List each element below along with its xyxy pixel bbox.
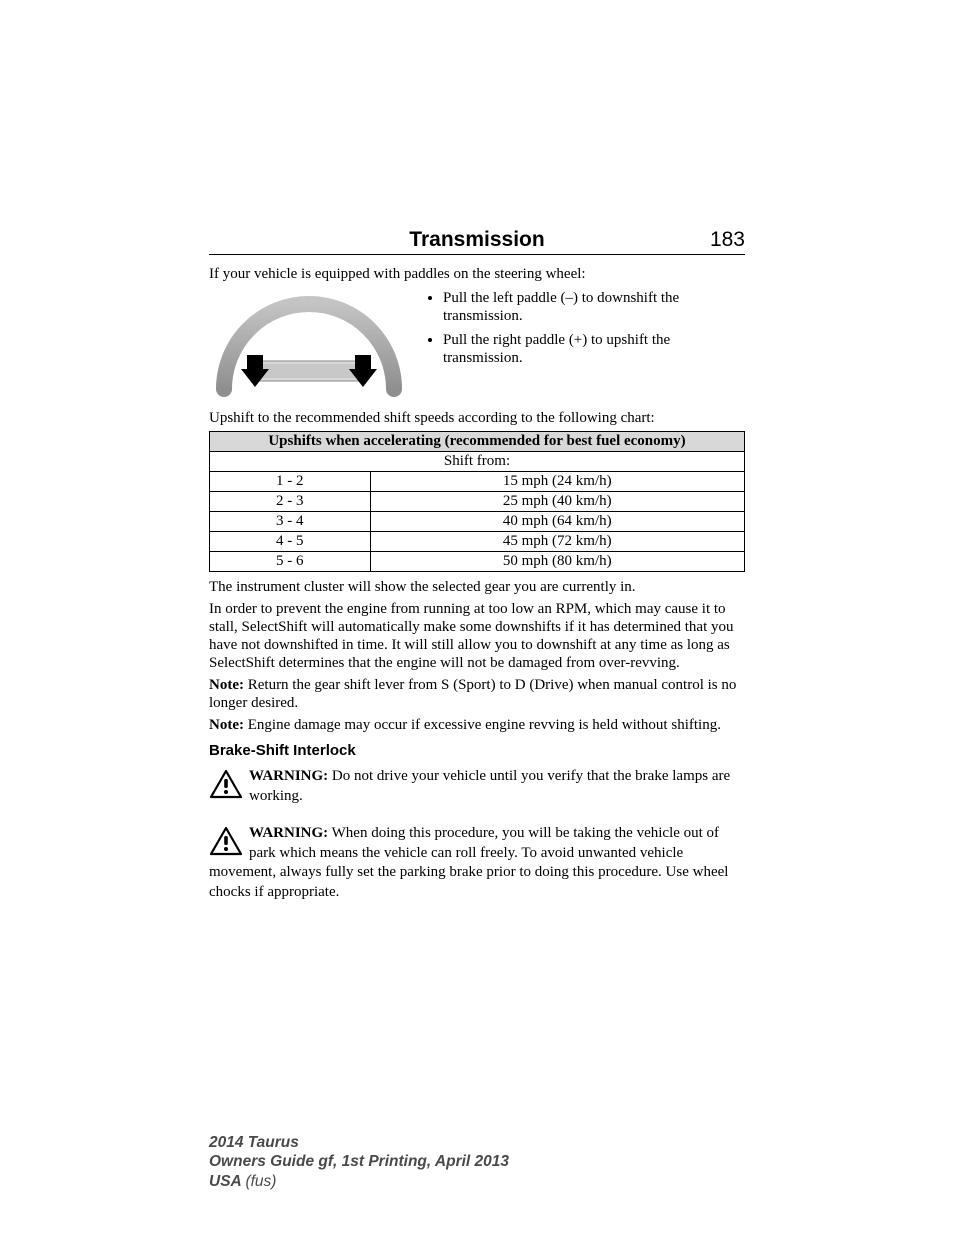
speed-cell: 40 mph (64 km/h) [370,512,745,532]
table-row: 3 - 4 40 mph (64 km/h) [210,512,745,532]
note-2: Note: Engine damage may occur if excessi… [209,716,745,734]
warning-triangle-icon [209,769,243,799]
bullet-downshift: Pull the left paddle (–) to downshift th… [443,289,745,325]
page-header: Transmission 183 [209,228,745,255]
upshift-table: Upshifts when accelerating (recommended … [209,431,745,572]
warning-label: WARNING: [249,825,328,841]
note-label: Note: [209,717,244,733]
speed-cell: 45 mph (72 km/h) [370,532,745,552]
manual-page: Transmission 183 If your vehicle is equi… [0,0,954,1235]
brake-shift-heading: Brake-Shift Interlock [209,742,745,759]
intro-text: If your vehicle is equipped with paddles… [209,265,745,283]
gear-cell: 1 - 2 [210,472,371,492]
speed-cell: 50 mph (80 km/h) [370,552,745,572]
table-row: 1 - 2 15 mph (24 km/h) [210,472,745,492]
gear-cell: 4 - 5 [210,532,371,552]
footer-guide: Owners Guide gf, 1st Printing, April 201… [209,1152,509,1171]
footer-usa: USA [209,1173,245,1190]
bullet-upshift: Pull the right paddle (+) to upshift the… [443,331,745,367]
footer-fus: (fus) [245,1173,276,1190]
paragraph-cluster: The instrument cluster will show the sel… [209,578,745,596]
speed-cell: 15 mph (24 km/h) [370,472,745,492]
note-label: Note: [209,677,244,693]
speed-cell: 25 mph (40 km/h) [370,492,745,512]
warning-triangle-icon [209,826,243,856]
table-subtitle: Shift from: [210,452,745,472]
gear-cell: 2 - 3 [210,492,371,512]
paddle-bullets: Pull the left paddle (–) to downshift th… [427,289,745,373]
paragraph-selectshift: In order to prevent the engine from runn… [209,600,745,672]
note-1: Note: Return the gear shift lever from S… [209,676,745,712]
footer-model: 2014 Taurus [209,1133,509,1152]
note-text: Return the gear shift lever from S (Spor… [209,677,736,711]
section-title: Transmission [259,228,695,252]
page-number: 183 [695,228,745,252]
warning-1: WARNING: Do not drive your vehicle until… [209,767,745,806]
gear-cell: 3 - 4 [210,512,371,532]
footer-region: USA (fus) [209,1172,509,1191]
table-row: 4 - 5 45 mph (72 km/h) [210,532,745,552]
table-title: Upshifts when accelerating (recommended … [210,432,745,452]
page-footer: 2014 Taurus Owners Guide gf, 1st Printin… [209,1133,509,1191]
table-row: 5 - 6 50 mph (80 km/h) [210,552,745,572]
warning-label: WARNING: [249,768,328,784]
warning-2: WARNING: When doing this procedure, you … [209,824,745,902]
gear-cell: 5 - 6 [210,552,371,572]
steering-wheel-icon [209,289,409,399]
paddle-illustration-row: Pull the left paddle (–) to downshift th… [209,289,745,399]
note-text: Engine damage may occur if excessive eng… [244,717,721,733]
table-row: 2 - 3 25 mph (40 km/h) [210,492,745,512]
pre-table-text: Upshift to the recommended shift speeds … [209,409,745,427]
